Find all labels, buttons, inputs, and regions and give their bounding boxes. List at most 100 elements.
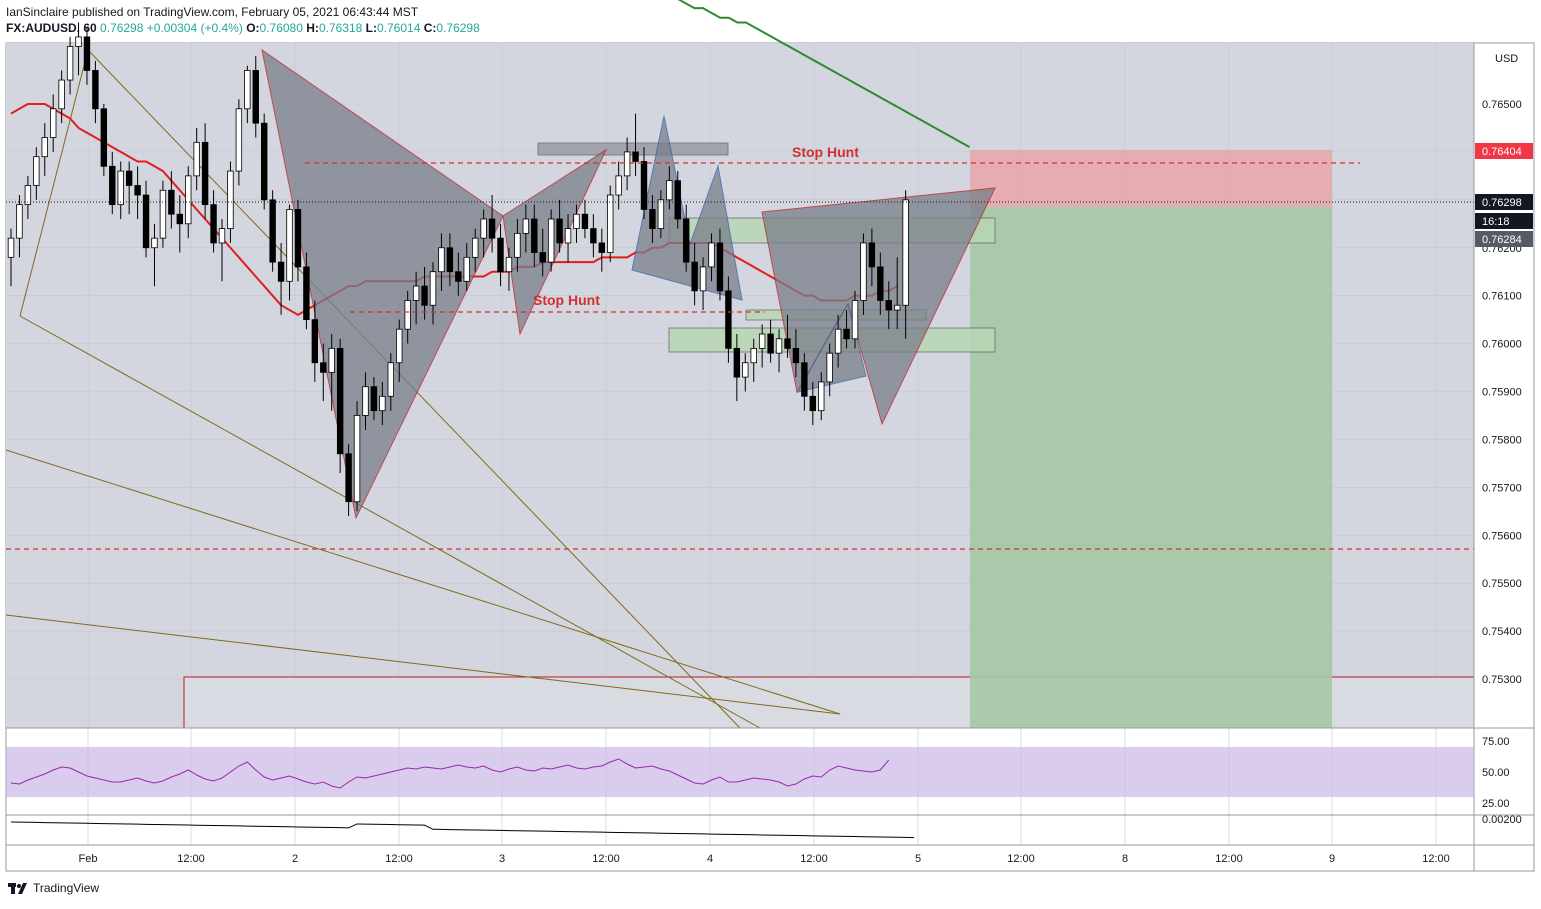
candle	[868, 242, 876, 268]
candle	[235, 108, 243, 172]
candle	[480, 218, 487, 239]
candle	[24, 185, 32, 206]
candle	[412, 285, 420, 301]
candle	[657, 199, 665, 229]
x-tick-label: 5	[915, 853, 921, 865]
candle	[885, 300, 892, 311]
candle	[370, 386, 378, 412]
ema-price-label-bg	[1475, 231, 1533, 247]
candle	[286, 209, 293, 282]
x-tick-label: 12:00	[1422, 853, 1450, 865]
y-tick-label: 0.75800	[1482, 434, 1522, 446]
x-tick-label: 12:00	[800, 853, 828, 865]
y-tick-label: 0.75400	[1482, 626, 1522, 638]
candle	[58, 79, 65, 110]
y-tick-label: 0.76000	[1482, 339, 1522, 351]
candle	[522, 218, 530, 234]
chart-header: IanSinclaire published on TradingView.co…	[6, 4, 480, 36]
candle	[598, 242, 605, 253]
candle	[531, 218, 538, 253]
candle	[742, 362, 749, 378]
candle	[767, 333, 774, 354]
candle	[691, 261, 698, 292]
rsi-tick-label: 50.00	[1482, 767, 1510, 779]
y-tick-label: 0.75500	[1482, 578, 1522, 590]
candle	[801, 362, 808, 397]
candle	[632, 151, 639, 162]
trend-line	[19, 315, 761, 729]
tradingview-logo-icon	[8, 883, 27, 894]
candle	[50, 108, 57, 138]
candle	[834, 328, 842, 354]
sma-line	[677, 0, 971, 148]
candle	[607, 194, 614, 253]
candle	[421, 285, 428, 306]
y-tick-label: 0.75900	[1482, 387, 1522, 399]
trend-line	[5, 614, 841, 715]
footer-brand: TradingView	[8, 881, 99, 895]
candle	[75, 36, 82, 47]
candle	[497, 237, 504, 273]
candle	[843, 328, 850, 340]
candle	[649, 209, 656, 229]
x-tick-label: 8	[1122, 853, 1128, 865]
candle	[387, 362, 394, 397]
candle	[294, 209, 302, 268]
candle	[83, 36, 91, 71]
candle	[252, 70, 259, 124]
harmonic-pattern	[797, 302, 867, 393]
candle	[725, 290, 732, 349]
candle	[379, 395, 386, 412]
candle	[176, 213, 183, 225]
candle	[303, 266, 310, 321]
candle	[109, 165, 116, 206]
low-value: 0.76014	[377, 21, 421, 35]
candle	[33, 156, 40, 186]
candle	[792, 347, 800, 364]
x-tick-label: 3	[499, 853, 505, 865]
candle	[758, 333, 766, 349]
oscillator-tick-label: 0.00200	[1482, 814, 1522, 826]
rsi-tick-label: 75.00	[1482, 736, 1510, 748]
rsi-line	[10, 758, 890, 789]
candle	[775, 338, 783, 354]
target-price-label-bg	[1475, 143, 1533, 159]
x-tick-label: Feb	[79, 853, 98, 865]
candle	[185, 175, 192, 225]
candle	[7, 237, 15, 258]
publisher-line: IanSinclaire published on TradingView.co…	[6, 5, 419, 19]
candle	[573, 213, 580, 229]
candle	[826, 352, 833, 383]
candle	[556, 218, 563, 244]
candle	[615, 175, 622, 196]
countdown-label-bg	[1475, 213, 1533, 229]
candle	[201, 141, 209, 206]
candle	[134, 185, 141, 196]
candle	[117, 170, 124, 206]
rsi-band	[6, 747, 1474, 797]
candle	[446, 247, 454, 273]
candle	[564, 228, 572, 244]
candle	[396, 328, 403, 364]
close-value: 0.76298	[436, 21, 480, 35]
candle	[455, 271, 462, 282]
candle	[429, 271, 437, 306]
candle	[640, 161, 648, 210]
x-tick-label: 9	[1329, 853, 1335, 865]
candle	[193, 141, 200, 177]
candle	[674, 180, 681, 220]
open-value: 0.76080	[259, 21, 303, 35]
candle	[547, 218, 555, 263]
oscillator-line	[10, 821, 915, 839]
candle	[244, 70, 251, 110]
price-change: +0.00304 (+0.4%)	[146, 21, 243, 35]
candle	[809, 395, 816, 412]
candle	[902, 199, 909, 306]
x-tick-label: 12:00	[385, 853, 413, 865]
candle	[471, 237, 479, 258]
candle	[269, 199, 276, 263]
candle	[66, 46, 74, 81]
stop-loss-zone	[970, 150, 1332, 207]
x-tick-label: 12:00	[177, 853, 205, 865]
